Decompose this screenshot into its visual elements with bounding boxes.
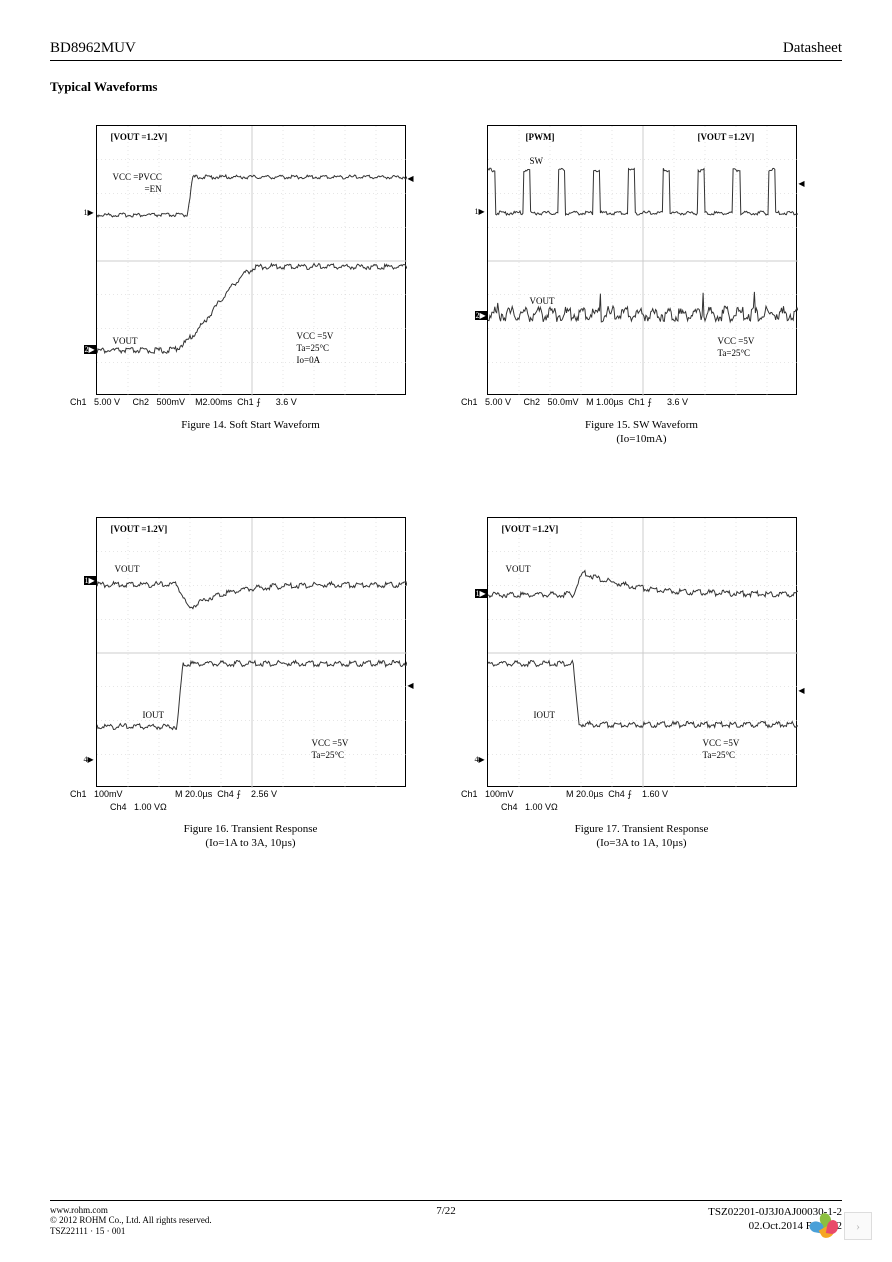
scope-label: VOUT <box>113 336 138 346</box>
page-footer: www.rohm.com © 2012 ROHM Co., Ltd. All r… <box>50 1200 842 1237</box>
scope-readout: Ch1 5.00 V Ch2 50.0mV M 1.00µs Ch1 ⨍ 3.6… <box>461 397 822 408</box>
oscilloscope-screen: [VOUT =1.2V] VOUT IOUT VCC =5V Ta=25°C <box>96 517 406 787</box>
channel-marker: 1▶ <box>475 207 485 216</box>
figure-fig16: 1▶ 4▶ ◀ [VOUT =1.2V] VOUT IOUT VCC =5V Ta=25°C C… <box>70 517 431 851</box>
footer-copyright: © 2012 ROHM Co., Ltd. All rights reserve… <box>50 1215 212 1226</box>
scope-label: =EN <box>145 184 162 194</box>
figure-caption: Figure 15. SW Waveform(Io=10mA) <box>585 418 698 447</box>
scope-readout-2: Ch4 1.00 VΩ <box>461 802 822 812</box>
channel-marker: 1▶ <box>475 589 487 598</box>
figure-grid: 1▶ 2▶ ◀ [VOUT =1.2V] VCC =PVCC =EN VOUT VCC =5V… <box>50 125 842 850</box>
figure-caption: Figure 16. Transient Response(Io=1A to 3… <box>184 822 318 851</box>
channel-marker: 2▶ <box>475 311 487 320</box>
scope-label: VOUT <box>115 564 140 574</box>
figure-caption: Figure 14. Soft Start Waveform <box>181 418 320 432</box>
scope-label: VOUT <box>506 564 531 574</box>
channel-marker: 1▶ <box>84 208 94 217</box>
vout-condition-box: [VOUT =1.2V] <box>111 132 168 142</box>
channel-marker: 1▶ <box>84 576 96 585</box>
scope-label: VCC =5V <box>312 738 349 748</box>
trigger-marker: ◀ <box>407 681 413 690</box>
scope-label: VCC =PVCC <box>113 172 162 182</box>
scope-readout-2: Ch4 1.00 VΩ <box>70 802 431 812</box>
oscilloscope-screen: [VOUT =1.2V] [PWM] SW VOUT VCC =5V Ta=25°C <box>487 125 797 395</box>
rohm-logo-icon <box>810 1212 838 1240</box>
vout-condition-box: [VOUT =1.2V] <box>698 132 755 142</box>
vout-condition-box: [VOUT =1.2V] <box>502 524 559 534</box>
scope-label: Ta=25°C <box>718 348 751 358</box>
scope-label: IOUT <box>534 710 556 720</box>
oscilloscope-screen: [VOUT =1.2V] VCC =PVCC =EN VOUT VCC =5V Ta=25… <box>96 125 406 395</box>
scope-label: VCC =5V <box>297 331 334 341</box>
figure-fig14: 1▶ 2▶ ◀ [VOUT =1.2V] VCC =PVCC =EN VOUT VCC =5V… <box>70 125 431 447</box>
footer-left: www.rohm.com © 2012 ROHM Co., Ltd. All r… <box>50 1205 212 1237</box>
next-page-button[interactable]: › <box>844 1212 872 1240</box>
scope-label: VOUT <box>530 296 555 306</box>
channel-marker: 2▶ <box>84 345 96 354</box>
scope-readout: Ch1 100mV M 20.0µs Ch4 ⨍ 1.60 V <box>461 789 822 800</box>
scope-readout: Ch1 5.00 V Ch2 500mV M2.00ms Ch1 ⨍ 3.6 V <box>70 397 431 408</box>
scope-label: Ta=25°C <box>312 750 345 760</box>
page-header: BD8962MUV Datasheet <box>50 40 842 61</box>
trigger-marker: ◀ <box>407 174 413 183</box>
channel-marker: 4▶ <box>84 755 94 764</box>
page-nav: › <box>810 1212 872 1240</box>
figure-fig17: 1▶ 4▶ ◀ [VOUT =1.2V] VOUT IOUT VCC =5V Ta=25°C C… <box>461 517 822 851</box>
scope-label: Ta=25°C <box>297 343 330 353</box>
scope-readout: Ch1 100mV M 20.0µs Ch4 ⨍ 2.56 V <box>70 789 431 800</box>
scope-label: VCC =5V <box>703 738 740 748</box>
part-number: BD8962MUV <box>50 40 136 57</box>
channel-marker: 4▶ <box>475 755 485 764</box>
section-title: Typical Waveforms <box>50 79 842 95</box>
vout-condition-box: [VOUT =1.2V] <box>111 524 168 534</box>
footer-url: www.rohm.com <box>50 1205 212 1216</box>
scope-label: IOUT <box>143 710 165 720</box>
scope-label: SW <box>530 156 544 166</box>
pwm-box: [PWM] <box>526 132 555 142</box>
trigger-marker: ◀ <box>798 686 804 695</box>
footer-docref: TSZ22111 · 15 · 001 <box>50 1226 212 1237</box>
trigger-marker: ◀ <box>798 179 804 188</box>
scope-label: Ta=25°C <box>703 750 736 760</box>
scope-label: VCC =5V <box>718 336 755 346</box>
footer-page: 7/22 <box>436 1205 456 1217</box>
figure-fig15: 1▶ 2▶ ◀ [VOUT =1.2V] [PWM] SW VOUT VCC =5V Ta=25… <box>461 125 822 447</box>
doc-type: Datasheet <box>783 40 842 57</box>
scope-label: Io=0A <box>297 355 321 365</box>
oscilloscope-screen: [VOUT =1.2V] VOUT IOUT VCC =5V Ta=25°C <box>487 517 797 787</box>
figure-caption: Figure 17. Transient Response(Io=3A to 1… <box>575 822 709 851</box>
